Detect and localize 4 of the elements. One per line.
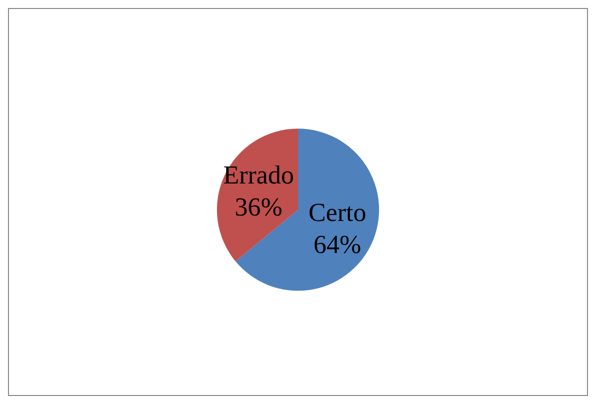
data-label: 64% [314, 230, 362, 259]
slice-label: Errado [223, 160, 294, 190]
slice-label: Certo [308, 198, 366, 227]
data-label: 36% [234, 192, 282, 222]
